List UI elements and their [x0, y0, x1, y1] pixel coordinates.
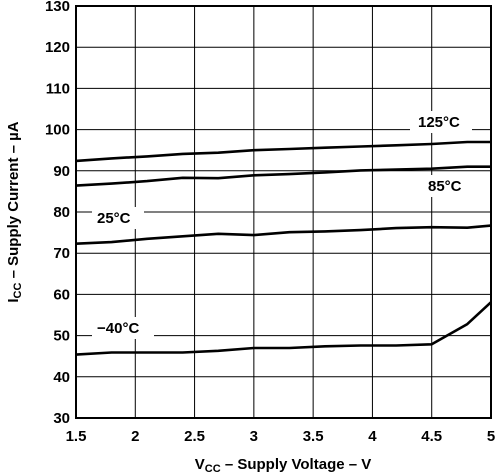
- y-axis-title-sub: CC: [12, 283, 24, 299]
- x-axis-title-sub: CC: [205, 463, 221, 474]
- x-tick-label: 3: [250, 428, 258, 445]
- x-tick-label: 5: [487, 428, 495, 445]
- y-tick-label: 50: [53, 328, 70, 345]
- y-axis-title-main: I: [5, 298, 22, 302]
- x-tick-label: 3.5: [303, 428, 324, 445]
- x-axis-title-main: V: [195, 456, 205, 473]
- plot-frame: [75, 5, 492, 419]
- series-label-bg-125: [410, 111, 472, 133]
- series-lines: [75, 140, 492, 356]
- x-axis-title: VCC – Supply Voltage – V: [195, 456, 372, 474]
- series-label-85c: 85°C: [428, 178, 462, 195]
- y-tick-label: 100: [45, 122, 70, 139]
- y-tick-label: 110: [46, 80, 70, 97]
- series-label-minus40c: −40°C: [97, 320, 139, 337]
- y-tick-label: 120: [45, 39, 70, 56]
- y-tick-label: 130: [45, 0, 70, 15]
- x-axis-title-rest: – Supply Voltage – V: [221, 456, 372, 473]
- series-label-25c: 25°C: [97, 210, 131, 227]
- series-label-bg-m40: [92, 317, 154, 339]
- y-tick-label: 90: [53, 163, 70, 180]
- y-tick-label: 40: [53, 369, 70, 386]
- series-line-3: [75, 301, 492, 356]
- grid: [76, 6, 491, 418]
- y-axis-title: ICC – Supply Current – µA: [5, 121, 24, 302]
- y-tick-label: 80: [53, 204, 70, 221]
- y-tick-label: 30: [53, 410, 70, 427]
- x-tick-label: 2.5: [184, 428, 205, 445]
- y-tick-label: 70: [53, 245, 70, 262]
- x-tick-label: 4.5: [421, 428, 442, 445]
- series-label-bg-85: [422, 175, 472, 197]
- y-tick-label: 60: [53, 286, 70, 303]
- series-line-0: [75, 140, 491, 163]
- series-line-1: [75, 165, 491, 187]
- x-tick-label: 1.5: [66, 428, 87, 445]
- y-axis-title-rest: – Supply Current – µA: [5, 121, 22, 282]
- y-tick-labels: 30 40 50 60 70 80 90 100 110 120 130: [45, 0, 70, 427]
- series-line-2: [75, 224, 492, 245]
- series-label-125c: 125°C: [418, 114, 460, 131]
- series-label-bg-25: [92, 207, 144, 229]
- x-tick-label: 4: [368, 428, 377, 445]
- x-tick-label: 2: [131, 428, 139, 445]
- x-tick-labels: 1.5 2 2.5 3 3.5 4 4.5 5: [66, 428, 496, 445]
